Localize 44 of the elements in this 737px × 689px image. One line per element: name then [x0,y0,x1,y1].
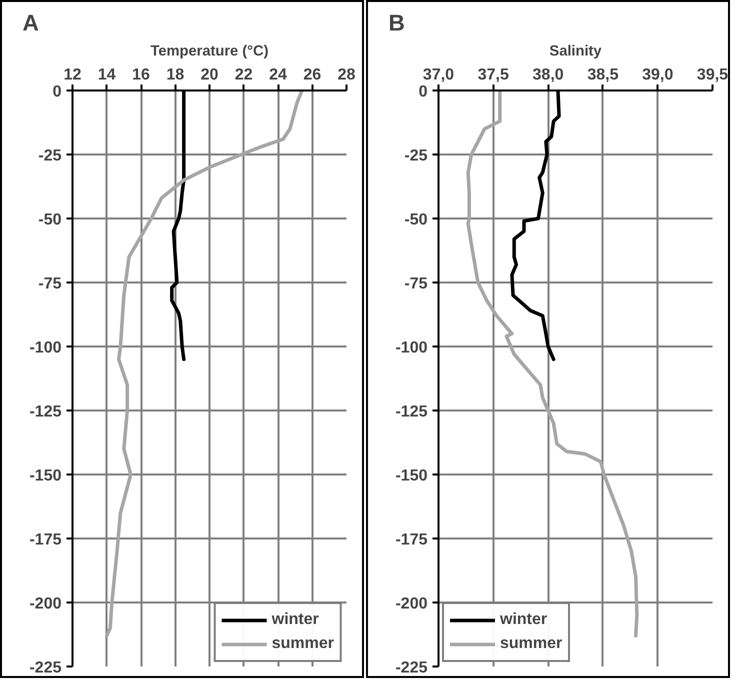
y-tick-label: -150 [395,468,428,484]
y-tick-label: -25 [404,148,428,164]
x-tick-label: 37,0 [422,66,454,84]
y-tick-label: -100 [29,340,62,356]
y-tick-label: -75 [404,276,428,292]
x-tick-label: 38,5 [587,66,619,84]
y-tick-label: -50 [404,212,428,228]
y-tick-label: -125 [29,404,62,420]
x-tick-label: 16 [132,66,150,84]
text: B [388,10,405,36]
x-tick-label: 12 [64,66,82,84]
y-tick-label: 0 [418,84,428,100]
y-tick-label: -125 [395,404,428,420]
y-tick-label: -200 [29,596,62,612]
text: A [22,10,39,36]
y-tick-label: -50 [38,212,62,228]
y-tick-label: -225 [29,660,62,676]
y-tick-label: -150 [29,468,62,484]
legend-label: winter [500,611,548,629]
y-tick-label: -75 [38,276,62,292]
x-tick-label: 26 [303,66,322,84]
line-series [466,90,639,638]
x-tick-label: 39,5 [696,66,728,84]
x-axis-title: Salinity [549,44,602,60]
x-tick-label: 28 [338,66,356,84]
y-tick-label: 0 [52,84,62,100]
x-tick-label: 20 [200,66,218,84]
x-tick-label: 39,0 [642,66,674,84]
x-axis-title: Temperature (°C) [150,44,269,60]
x-tick-label: 38,0 [532,66,564,84]
y-tick-label: -100 [395,340,428,356]
legend-label: summer [272,635,334,653]
x-tick-label: 18 [166,66,184,84]
x-tick-label: 37,5 [478,66,509,84]
y-tick-label: -200 [395,596,428,612]
legend-label: winter [272,611,319,629]
y-tick-label: -175 [29,532,62,548]
y-tick-label: -175 [395,532,428,548]
x-tick-label: 22 [234,66,253,84]
x-tick-label: 24 [269,66,287,84]
x-tick-label: 14 [98,66,116,84]
y-tick-label: -25 [38,148,62,164]
legend-label: summer [500,635,562,653]
y-tick-label: -225 [395,660,428,676]
